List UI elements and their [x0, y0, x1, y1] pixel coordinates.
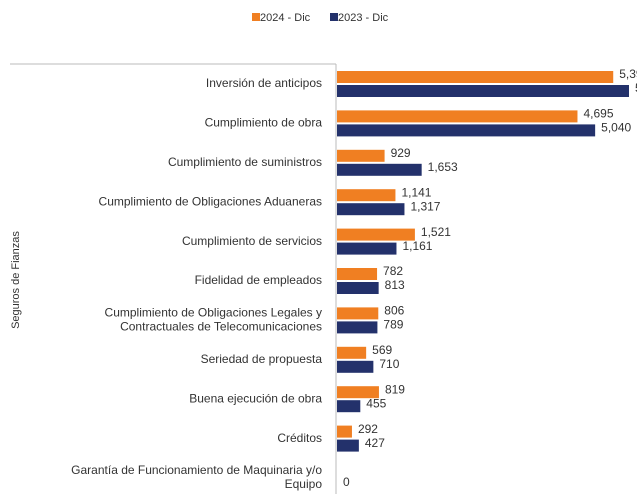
bar [337, 71, 614, 83]
y-axis-label: Seguros de Fianzas [10, 231, 22, 329]
value-label: 789 [383, 318, 403, 332]
bar [337, 360, 374, 373]
bar [337, 321, 378, 334]
value-label: 292 [358, 422, 378, 436]
value-label: 1,317 [410, 199, 440, 213]
bar [337, 425, 352, 438]
bar [337, 242, 397, 255]
value-label: 5,393 [619, 67, 637, 81]
category-label: Inversión de anticipos [206, 76, 322, 90]
value-label: 806 [384, 304, 404, 318]
value-label: 782 [383, 264, 403, 278]
value-label: 710 [379, 357, 399, 371]
bar [337, 346, 367, 359]
category-label: Seriedad de propuesta [201, 352, 323, 366]
bar [337, 203, 405, 216]
category-label: Cumplimiento de Obligaciones Aduaneras [99, 194, 322, 208]
category-label: Cumplimiento de Obligaciones Legales y Co… [105, 306, 322, 334]
value-label: 1,141 [401, 185, 431, 199]
bar [337, 85, 629, 97]
category-label: Créditos [277, 431, 322, 445]
category-label: Cumplimiento de servicios [182, 234, 322, 248]
bar [337, 189, 396, 202]
value-label: 569 [372, 343, 392, 357]
category-label: Cumplimiento de obra [205, 116, 323, 130]
legend-label: 2024 - Dic [260, 12, 311, 24]
bar [337, 268, 378, 280]
value-label: 1,161 [402, 239, 432, 253]
bar [337, 163, 422, 176]
value-label: 929 [391, 146, 411, 160]
category-label: Fidelidad de empleados [195, 273, 322, 287]
legend-swatch [252, 13, 260, 21]
bar [337, 124, 596, 137]
bar [337, 307, 379, 320]
value-label: 813 [385, 278, 405, 292]
category-label: Garantía de Funcionamiento de Maquinaria… [71, 463, 322, 491]
bar [337, 439, 359, 452]
value-label: 427 [365, 436, 385, 450]
bar [337, 149, 385, 162]
legend-label: 2023 - Dic [338, 12, 389, 24]
value-label: 1,653 [428, 160, 458, 174]
bar [337, 228, 415, 241]
value-label: 0 [343, 475, 350, 489]
category-label: Cumplimiento de suministros [168, 155, 322, 169]
category-label: Buena ejecución de obra [189, 391, 322, 405]
bar [337, 110, 578, 123]
value-label: 5,701 [635, 81, 637, 95]
value-label: 4,695 [583, 107, 613, 121]
value-label: 5,040 [601, 121, 631, 135]
bar [337, 400, 361, 413]
bar [337, 386, 379, 399]
value-label: 455 [366, 396, 386, 410]
value-label: 1,521 [421, 225, 451, 239]
value-label: 819 [385, 382, 405, 396]
bar [337, 282, 379, 294]
legend-swatch [330, 13, 338, 21]
